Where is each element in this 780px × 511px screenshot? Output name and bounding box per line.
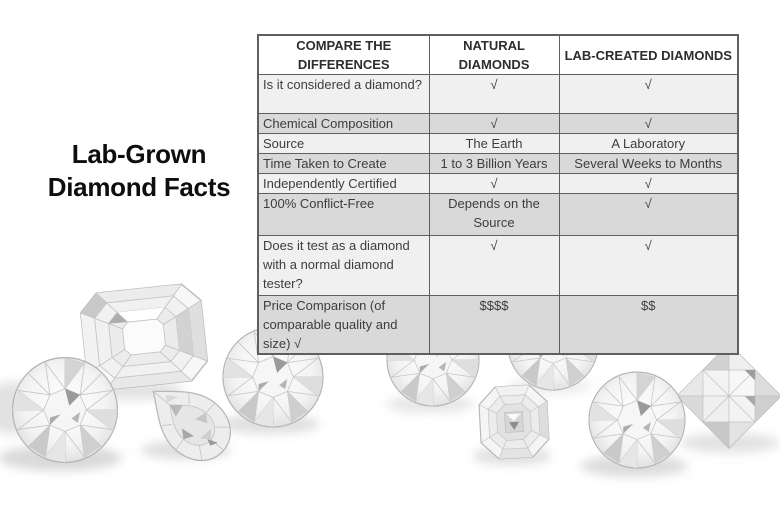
natural-value: √ — [428, 113, 560, 134]
lab-value: √ — [558, 193, 739, 236]
row-label: Is it considered a diamond? — [257, 74, 430, 114]
header-natural-diamonds: NATURAL DIAMONDS — [428, 34, 560, 75]
diamond-princess-icon — [676, 343, 780, 449]
row-label: Independently Certified — [257, 173, 430, 194]
title-line-1: Lab-Grown — [71, 139, 207, 169]
natural-value: $$$$ — [428, 295, 560, 355]
table-row: Does it test as a diamond with a normal … — [257, 235, 739, 296]
title-line-2: Diamond Facts — [47, 172, 231, 202]
natural-value: Depends on the Source — [428, 193, 560, 236]
natural-value: √ — [428, 74, 560, 114]
natural-value: √ — [428, 235, 560, 296]
diamond-round-left-icon — [11, 356, 119, 464]
lab-value: A Laboratory — [558, 133, 739, 154]
header-compare-the-differences: COMPARE THE DIFFERENCES — [257, 34, 430, 75]
row-label: Chemical Composition — [257, 113, 430, 134]
lab-value: Several Weeks to Months — [558, 153, 739, 174]
lab-value: √ — [558, 74, 739, 114]
row-label: Source — [257, 133, 430, 154]
header-lab-created-diamonds: LAB-CREATED DIAMONDS — [558, 34, 739, 75]
lab-value: √ — [558, 235, 739, 296]
comparison-table: COMPARE THE DIFFERENCES NATURAL DIAMONDS… — [257, 34, 739, 355]
lab-value: √ — [558, 173, 739, 194]
table-row: Price Comparison (of comparable quality … — [257, 295, 739, 355]
natural-value: The Earth — [428, 133, 560, 154]
diamond-asscher-icon — [477, 383, 551, 461]
table-row: Chemical Composition √ √ — [257, 113, 739, 134]
page-title: Lab-Grown Diamond Facts — [28, 138, 250, 204]
row-label: Time Taken to Create — [257, 153, 430, 174]
lab-value: √ — [558, 113, 739, 134]
table-row: Source The Earth A Laboratory — [257, 133, 739, 154]
table-body: Is it considered a diamond? √ √ Chemical… — [257, 74, 739, 355]
row-label: Price Comparison (of comparable quality … — [257, 295, 430, 355]
natural-value: 1 to 3 Billion Years — [428, 153, 560, 174]
row-label: 100% Conflict-Free — [257, 193, 430, 236]
table-row: Time Taken to Create 1 to 3 Billion Year… — [257, 153, 739, 174]
table-row: Independently Certified √ √ — [257, 173, 739, 194]
diamond-round-right-icon — [588, 371, 686, 469]
natural-value: √ — [428, 173, 560, 194]
table-row: Is it considered a diamond? √ √ — [257, 74, 739, 114]
lab-value: $$ — [558, 295, 739, 355]
table-header-row: COMPARE THE DIFFERENCES NATURAL DIAMONDS… — [257, 34, 739, 75]
table-row: 100% Conflict-Free Depends on the Source… — [257, 193, 739, 236]
row-label: Does it test as a diamond with a normal … — [257, 235, 430, 296]
